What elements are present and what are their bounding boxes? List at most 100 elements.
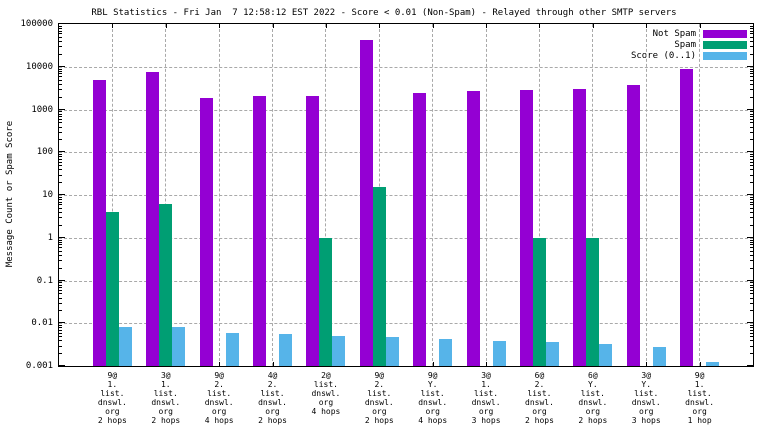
y-minor-tick-right xyxy=(750,282,753,284)
y-gridline xyxy=(59,323,753,325)
y-minor-tick-left xyxy=(59,287,62,289)
x-tick-label: 9@ 1. list. dnswl. org 1 hop xyxy=(672,371,728,425)
y-major-tick-right xyxy=(747,365,753,366)
bar-not-spam xyxy=(92,80,106,366)
bar-not-spam xyxy=(626,85,640,366)
x-tick-label-line: 2 hops xyxy=(258,416,287,425)
bar-not-spam xyxy=(306,95,320,366)
y-minor-tick-right xyxy=(750,332,753,334)
legend-label: Not Spam xyxy=(652,28,696,39)
y-minor-tick-left xyxy=(59,217,62,219)
bar-not-spam xyxy=(680,69,694,366)
y-minor-tick-left xyxy=(59,41,62,42)
y-minor-tick-left xyxy=(59,336,62,338)
x-tick-label-line: 1. xyxy=(694,380,705,389)
y-minor-tick-left xyxy=(59,30,62,32)
bar-score-0-1- xyxy=(385,337,399,366)
x-tick-label-line: 2@ xyxy=(321,371,331,380)
x-tick-label: 3@ Y. list. dnswl. org 3 hops xyxy=(618,371,674,425)
y-minor-tick-left xyxy=(59,329,62,331)
legend-row: Not Spam xyxy=(631,28,747,39)
y-minor-tick-left xyxy=(59,33,62,35)
y-minor-tick-right xyxy=(750,113,753,115)
y-minor-tick-left xyxy=(59,340,62,342)
x-tick-label-line: 2. xyxy=(267,380,278,389)
y-minor-tick-left xyxy=(59,239,62,241)
x-tick-label-line: org xyxy=(692,407,707,416)
x-tick-top xyxy=(539,24,541,28)
x-tick-label-line: 2. xyxy=(214,380,224,389)
x-tick-top xyxy=(165,24,167,28)
y-minor-tick-left xyxy=(59,169,62,171)
y-minor-tick-right xyxy=(750,76,753,78)
y-minor-tick-left xyxy=(59,260,62,262)
y-minor-tick-right xyxy=(750,28,753,30)
bar-spam xyxy=(372,187,386,366)
y-minor-tick-left xyxy=(59,46,62,48)
y-gridline xyxy=(59,195,753,196)
y-minor-tick-right xyxy=(750,212,753,213)
y-minor-tick-right xyxy=(750,41,753,42)
x-tick-label-line: 3@ xyxy=(641,371,652,380)
y-minor-tick-right xyxy=(750,241,753,243)
x-tick-bottom xyxy=(272,362,274,366)
x-tick-bottom xyxy=(699,362,701,366)
y-minor-tick-right xyxy=(750,118,753,120)
y-minor-tick-right xyxy=(750,199,753,201)
x-tick-label: 6@ 2. list. dnswl. org 2 hops xyxy=(511,371,567,425)
bar-not-spam xyxy=(253,95,267,366)
y-tick-label: 1 xyxy=(47,232,53,243)
x-tick-label-line: list. xyxy=(634,389,659,398)
x-tick-label-line: dnswl. xyxy=(204,398,234,407)
y-minor-tick-right xyxy=(750,169,753,171)
y-minor-tick-right xyxy=(750,336,753,338)
x-tick-top xyxy=(325,24,327,28)
x-gridline xyxy=(432,24,434,366)
y-major-tick-right xyxy=(747,279,753,281)
y-minor-tick-left xyxy=(59,212,62,213)
y-minor-tick-left xyxy=(59,89,62,91)
x-tick-label-line: 2. xyxy=(374,380,385,389)
bar-not-spam xyxy=(466,91,480,366)
x-tick-label-line: org xyxy=(478,407,494,416)
y-minor-tick-right xyxy=(750,239,753,241)
y-major-tick-left xyxy=(59,194,65,195)
x-tick-bottom xyxy=(646,362,648,366)
x-gridline xyxy=(272,24,274,366)
y-minor-tick-right xyxy=(750,345,753,347)
x-tick-label-line: org xyxy=(105,407,120,416)
y-minor-tick-right xyxy=(750,174,753,176)
x-tick-top xyxy=(432,24,434,28)
y-minor-tick-left xyxy=(59,325,62,327)
x-tick-label-line: dnswl. xyxy=(471,398,501,407)
y-minor-tick-left xyxy=(59,116,62,118)
x-gridline xyxy=(165,24,167,366)
x-tick-top xyxy=(699,24,701,28)
x-tick-label-line: dnswl. xyxy=(631,398,661,407)
x-tick-label-line: list. xyxy=(260,389,285,398)
x-tick-label-line: dnswl. xyxy=(685,398,715,407)
y-minor-tick-left xyxy=(59,161,62,163)
legend-label: Score (0..1) xyxy=(630,50,696,61)
x-tick-label-line: Y. xyxy=(641,380,652,389)
x-tick-label: 6@ Y. list. dnswl. org 2 hops xyxy=(565,371,621,425)
x-tick-label-line: 4 hops xyxy=(204,416,234,425)
y-minor-tick-right xyxy=(750,260,753,262)
x-tick-label-line: org xyxy=(638,407,654,416)
x-tick-label-line: 2 hops xyxy=(578,416,608,425)
y-gridline xyxy=(59,237,753,239)
y-minor-tick-right xyxy=(750,293,753,295)
bar-score-0-1- xyxy=(545,341,559,366)
y-major-tick-left xyxy=(59,279,65,281)
x-tick-label-line: dnswl. xyxy=(258,398,287,407)
y-minor-tick-left xyxy=(59,139,62,141)
x-tick-label-line: list. xyxy=(474,389,499,398)
x-tick-label: 3@ 1. list. dnswl. org 3 hops xyxy=(458,371,514,425)
x-tick-label-line: 2 hops xyxy=(151,416,181,425)
x-tick-label-line: 9@ xyxy=(694,371,705,380)
legend-row: Score (0..1) xyxy=(631,50,747,61)
x-tick-label-line: org xyxy=(211,407,227,416)
x-tick-label-line: list. xyxy=(153,389,178,398)
plot-area: Not Spam Spam Score (0..1) 100000 10000 1000… xyxy=(20,19,754,425)
y-major-tick-right xyxy=(747,151,753,153)
